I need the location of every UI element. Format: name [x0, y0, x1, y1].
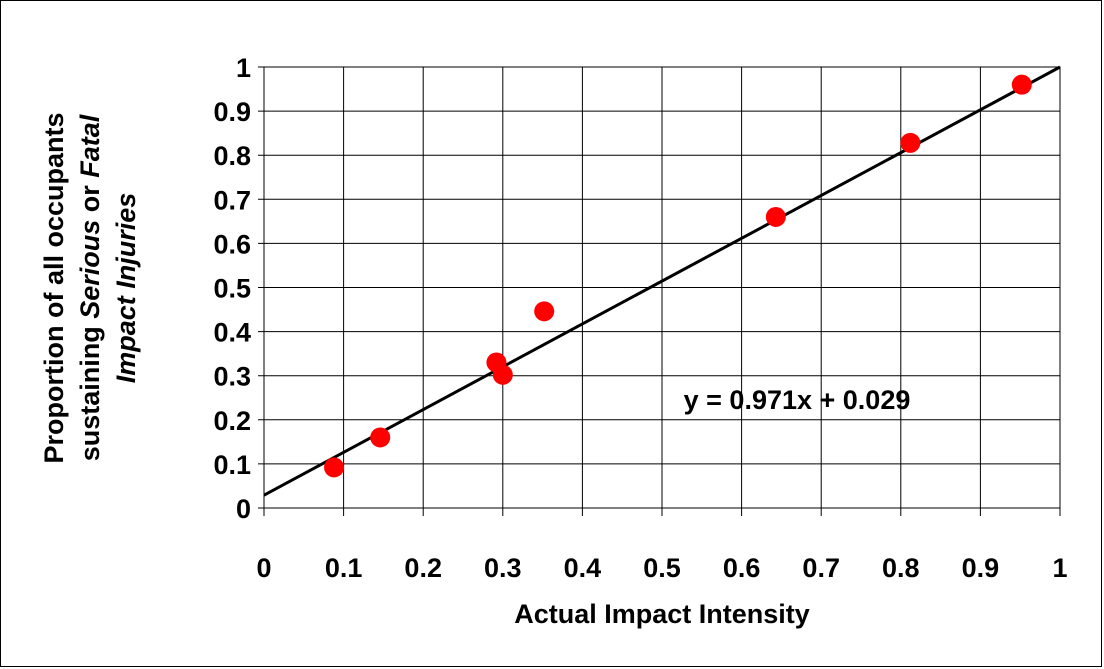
x-tick-label: 0.7	[802, 553, 840, 583]
grid	[258, 66, 1061, 516]
x-tick-label: 0.5	[643, 553, 681, 583]
x-tick-label: 1	[1052, 553, 1067, 583]
y-axis-title-line1: Proportion of all occupants	[39, 112, 69, 463]
y-tick-label: 0.9	[213, 97, 251, 127]
x-tick-label: 0.6	[723, 553, 761, 583]
x-tick-label: 0.3	[484, 553, 522, 583]
data-point	[324, 457, 345, 478]
y-tick-label: 0.4	[213, 318, 251, 348]
y-tick-label: 0.5	[213, 274, 251, 304]
x-tick-label: 0.9	[962, 553, 1000, 583]
data-point	[370, 427, 391, 448]
y-tick-labels: 0 0.1 0.2 0.3 0.4 0.5 0.6 0.7 0.8 0.9 1	[213, 53, 251, 524]
trendline	[263, 65, 1061, 497]
x-tick-label: 0.4	[564, 553, 602, 583]
y-tick-label: 0.8	[213, 141, 251, 171]
data-point	[1011, 74, 1032, 95]
trendline-layer	[263, 65, 1061, 497]
y-tick-label: 0.1	[213, 450, 251, 480]
y-tick-label: 0	[236, 494, 251, 524]
data-point	[900, 132, 921, 153]
trendline-equation: y = 0.971x + 0.029	[684, 385, 911, 415]
y-tick-label: 0.3	[213, 362, 251, 392]
y-tick-label: 1	[236, 53, 251, 83]
x-tick-label: 0.2	[404, 553, 442, 583]
x-tick-label: 0.1	[325, 553, 363, 583]
data-point	[492, 364, 513, 385]
y-axis-title-line2: sustaining Serious or Fatal	[75, 114, 105, 461]
x-axis-title: Actual Impact Intensity	[514, 599, 810, 629]
y-tick-label: 0.6	[213, 229, 251, 259]
x-tick-labels: 0 0.1 0.2 0.3 0.4 0.5 0.6 0.7 0.8 0.9 1	[256, 553, 1067, 583]
x-tick-label: 0.8	[882, 553, 920, 583]
y-axis-title-line3: Impact Injuries	[111, 193, 141, 384]
y-tick-label: 0.7	[213, 185, 251, 215]
data-points	[324, 74, 1032, 478]
data-point	[765, 206, 786, 227]
x-tick-label: 0	[256, 553, 271, 583]
y-axis-title: Proportion of all occupants sustaining S…	[39, 112, 141, 463]
data-point	[534, 301, 555, 322]
y-tick-label: 0.2	[213, 406, 251, 436]
